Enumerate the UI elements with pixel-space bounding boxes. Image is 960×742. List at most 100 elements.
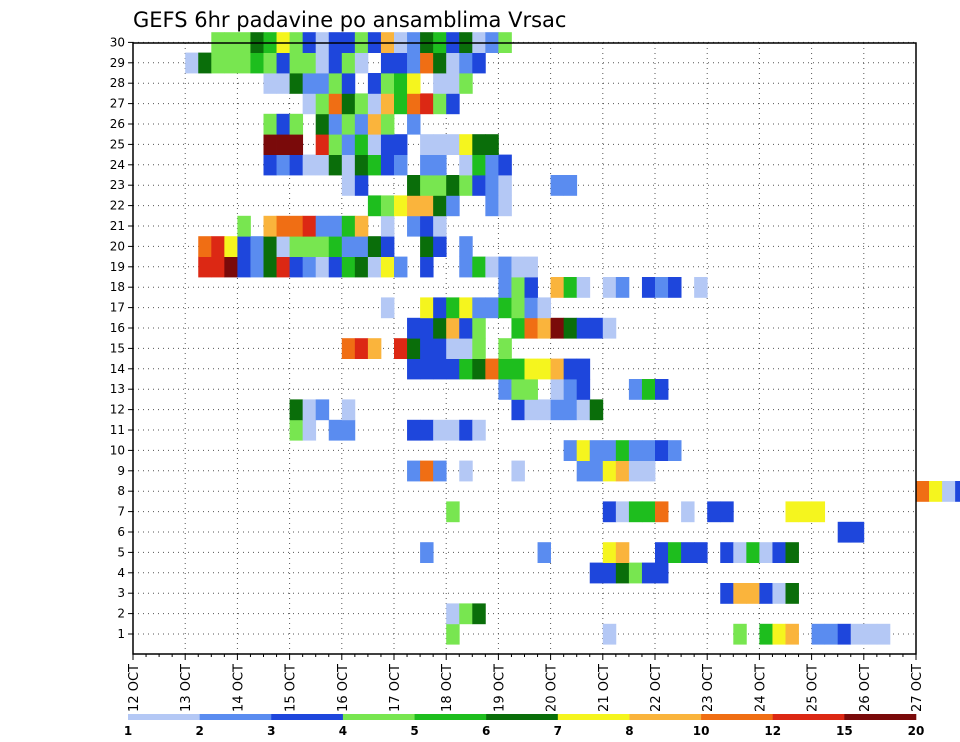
heatmap-cell — [354, 113, 369, 135]
heatmap-cell — [550, 358, 565, 380]
heatmap-cell — [602, 460, 617, 482]
heatmap-cell — [237, 215, 251, 237]
heatmap-cell — [433, 134, 447, 155]
heatmap-cell — [485, 195, 499, 217]
heatmap-cell — [537, 399, 551, 421]
heatmap-cell — [615, 562, 630, 584]
heatmap-cell — [420, 52, 434, 74]
heatmap-cell — [537, 297, 551, 319]
heatmap-cell — [302, 93, 317, 115]
heatmap-cell — [263, 52, 277, 74]
heatmap-cell — [485, 175, 499, 196]
heatmap-cell — [576, 358, 591, 380]
heatmap-cell — [394, 195, 408, 217]
x-tick-label: 12 OCT — [127, 664, 142, 712]
heatmap-cell — [420, 236, 434, 257]
y-tick-label: 9 — [117, 464, 125, 478]
heatmap-cell — [694, 542, 708, 563]
heatmap-cell — [420, 419, 434, 441]
colorbar-segment — [199, 714, 272, 720]
heatmap-cell — [511, 256, 525, 278]
heatmap-cell — [876, 623, 891, 645]
colorbar-segment — [414, 714, 487, 720]
heatmap-cell — [681, 501, 695, 523]
heatmap-cell — [315, 134, 330, 155]
y-tick-label: 14 — [110, 362, 125, 376]
heatmap-cell — [407, 195, 421, 217]
heatmap-cell — [433, 460, 447, 482]
heatmap-cell — [289, 215, 304, 237]
heatmap-cell — [354, 236, 369, 257]
heatmap-cell — [367, 338, 382, 359]
heatmap-cell — [459, 358, 473, 380]
heatmap-cell — [224, 236, 238, 257]
heatmap-cell — [446, 338, 460, 359]
heatmap-cell — [380, 195, 395, 217]
heatmap-cell — [446, 623, 460, 645]
heatmap-cell — [380, 215, 395, 237]
y-tick-label: 25 — [110, 137, 125, 151]
heatmap-cell — [459, 256, 473, 278]
heatmap-cell — [498, 338, 512, 359]
colorbar-segment — [629, 714, 702, 720]
y-tick-label: 23 — [110, 178, 125, 192]
y-tick-label: 11 — [110, 423, 125, 437]
heatmap-cell — [641, 501, 656, 523]
heatmap-cell — [276, 73, 290, 94]
x-tick-label: 21 OCT — [597, 664, 612, 712]
heatmap-cell — [263, 154, 277, 176]
heatmap-cell — [916, 481, 930, 502]
x-tick-label: 16 OCT — [336, 664, 351, 712]
heatmap-cell — [354, 256, 369, 278]
heatmap-cell — [446, 52, 460, 74]
heatmap-cell — [315, 73, 330, 94]
heatmap-cell — [550, 175, 565, 196]
heatmap-cell — [367, 256, 382, 278]
heatmap-cell — [511, 358, 525, 380]
heatmap-cell — [524, 317, 538, 339]
heatmap-cell — [772, 542, 786, 563]
heatmap-cell — [433, 175, 447, 196]
heatmap-cell — [602, 277, 617, 298]
heatmap-cell — [485, 297, 499, 319]
heatmap-cell — [563, 175, 578, 196]
heatmap-cell — [472, 175, 486, 196]
heatmap-cell — [328, 93, 343, 115]
y-tick-label: 15 — [110, 341, 125, 355]
heatmap-cell — [328, 134, 343, 155]
heatmap-cell — [446, 419, 460, 441]
y-tick-label: 5 — [117, 545, 125, 559]
heatmap-cell — [341, 175, 356, 196]
colorbar-tick-label: 12 — [764, 724, 781, 738]
heatmap-cell — [655, 542, 669, 563]
heatmap-cell — [380, 297, 395, 319]
heatmap-cell — [641, 440, 656, 461]
heatmap-cell — [407, 460, 421, 482]
heatmap-cell — [602, 562, 617, 584]
heatmap-cell — [420, 460, 434, 482]
cells-layer — [185, 32, 960, 645]
heatmap-cell — [511, 379, 525, 400]
heatmap-cell — [367, 154, 382, 176]
heatmap-cell — [498, 154, 512, 176]
heatmap-cell — [315, 93, 330, 115]
heatmap-cell — [407, 317, 421, 339]
heatmap-cell — [394, 154, 408, 176]
heatmap-cell — [929, 481, 943, 502]
colorbar-segment — [486, 714, 559, 720]
heatmap-cell — [681, 542, 695, 563]
y-tick-label: 8 — [117, 484, 125, 498]
heatmap-cell — [407, 419, 421, 441]
colorbar-tick-label: 8 — [625, 724, 633, 738]
heatmap-cell — [328, 113, 343, 135]
x-tick-label: 23 OCT — [701, 664, 716, 712]
heatmap-cell — [341, 256, 356, 278]
heatmap-cell — [263, 134, 277, 155]
heatmap-cell — [224, 52, 238, 74]
heatmap-cell — [602, 501, 617, 523]
heatmap-cell — [354, 175, 369, 196]
heatmap-cell — [615, 501, 630, 523]
heatmap-cell — [433, 195, 447, 217]
heatmap-cell — [380, 113, 395, 135]
heatmap-cell — [211, 256, 225, 278]
